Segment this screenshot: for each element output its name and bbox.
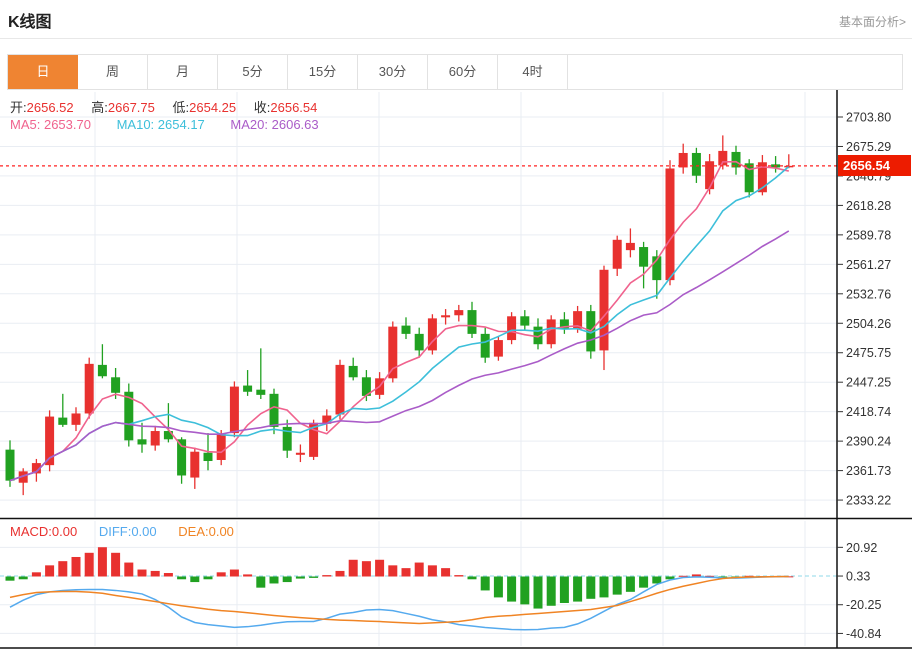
svg-text:2589.78: 2589.78 [846,228,891,242]
tab-15min[interactable]: 15分 [288,55,358,89]
svg-text:2390.24: 2390.24 [846,435,891,449]
tab-5min[interactable]: 5分 [218,55,288,89]
page-title: K线图 [8,14,52,31]
svg-text:2447.25: 2447.25 [846,376,891,390]
period-tabbar: 日 周 月 5分 15分 30分 60分 4时 [7,54,903,90]
svg-text:2475.75: 2475.75 [846,346,891,360]
svg-text:0.33: 0.33 [846,570,870,584]
svg-text:2418.74: 2418.74 [846,405,891,419]
svg-text:2504.26: 2504.26 [846,317,891,331]
fundamental-analysis-link[interactable]: 基本面分析> [838,15,906,29]
svg-text:2561.27: 2561.27 [846,258,891,272]
svg-text:20.92: 20.92 [846,541,877,555]
svg-text:2703.80: 2703.80 [846,111,891,125]
svg-text:2532.76: 2532.76 [846,287,891,301]
svg-text:2675.29: 2675.29 [846,140,891,154]
tab-4hour[interactable]: 4时 [498,55,568,89]
svg-text:2618.28: 2618.28 [846,199,891,213]
svg-text:-40.84: -40.84 [846,627,881,641]
tab-month[interactable]: 月 [148,55,218,89]
tab-60min[interactable]: 60分 [428,55,498,89]
tab-day[interactable]: 日 [8,55,78,89]
current-price-tag: 2656.54 [838,155,911,176]
title-divider [0,38,912,39]
svg-text:2361.73: 2361.73 [846,464,891,478]
tab-30min[interactable]: 30分 [358,55,428,89]
svg-text:-20.25: -20.25 [846,598,881,612]
svg-text:2333.22: 2333.22 [846,494,891,508]
tab-week[interactable]: 周 [78,55,148,89]
